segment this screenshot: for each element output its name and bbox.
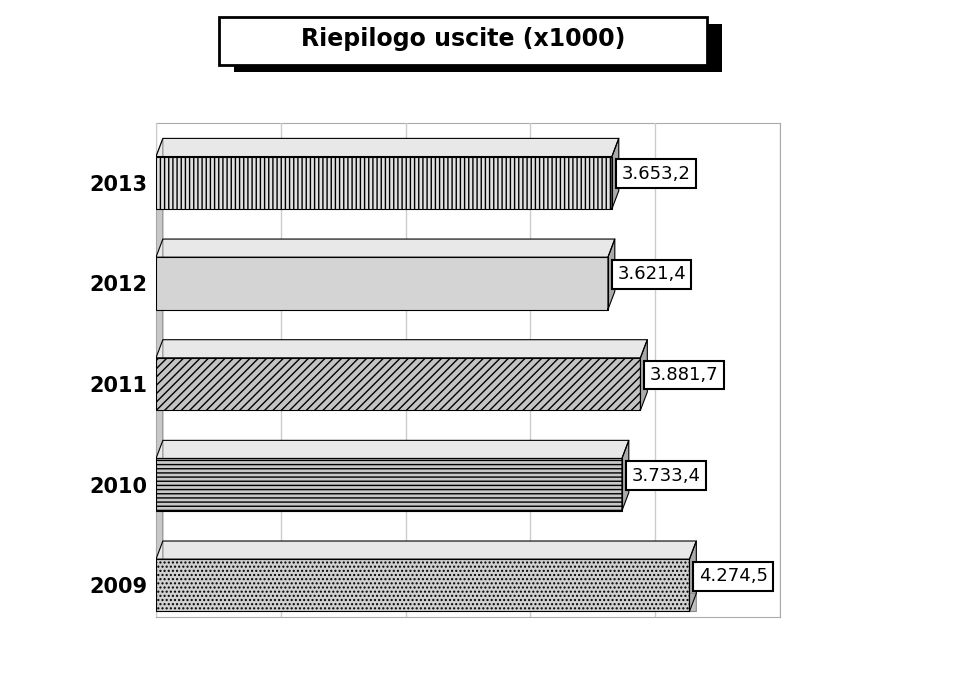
Text: 4.274,5: 4.274,5	[699, 567, 768, 585]
Polygon shape	[622, 440, 629, 511]
FancyBboxPatch shape	[234, 24, 722, 72]
Polygon shape	[612, 138, 619, 209]
Bar	[156, 458, 622, 511]
Polygon shape	[156, 340, 647, 358]
Bar	[156, 358, 641, 410]
Bar	[156, 257, 608, 310]
Polygon shape	[156, 593, 696, 612]
Text: 3.881,7: 3.881,7	[649, 366, 719, 384]
Polygon shape	[689, 541, 696, 612]
Polygon shape	[641, 340, 647, 410]
Text: 3.621,4: 3.621,4	[617, 265, 686, 284]
Bar	[156, 559, 689, 612]
Bar	[156, 156, 612, 209]
FancyBboxPatch shape	[219, 17, 707, 65]
Polygon shape	[608, 239, 615, 310]
Polygon shape	[156, 138, 163, 612]
Polygon shape	[156, 541, 696, 559]
Text: 3.733,4: 3.733,4	[631, 466, 700, 484]
Polygon shape	[156, 138, 619, 156]
Polygon shape	[156, 239, 615, 257]
Text: 3.653,2: 3.653,2	[621, 164, 690, 183]
Polygon shape	[156, 440, 629, 458]
Text: Riepilogo uscite (x1000): Riepilogo uscite (x1000)	[301, 27, 625, 51]
